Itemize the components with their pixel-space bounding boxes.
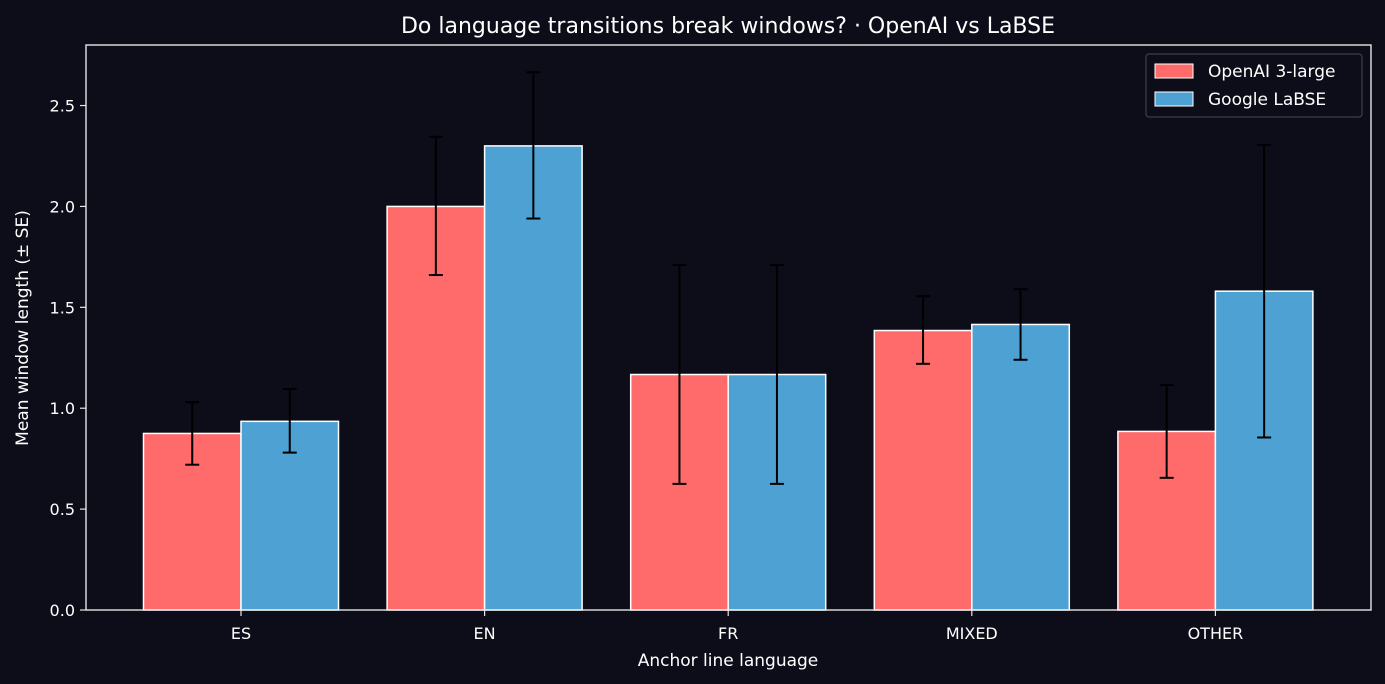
y-axis-label: Mean window length (± SE) xyxy=(13,210,33,446)
bar-mixed-series-0 xyxy=(873,329,973,611)
y-tick-label: 1.5 xyxy=(50,298,75,317)
legend-label-0: OpenAI 3-large xyxy=(1208,62,1335,82)
legend-swatch-0 xyxy=(1154,63,1194,79)
x-axis-label: Anchor line language xyxy=(638,651,819,671)
y-tick-label: 2.5 xyxy=(50,97,75,116)
y-tick-label: 1.0 xyxy=(50,399,75,418)
y-tick-label: 0.0 xyxy=(50,601,75,620)
plot-frame xyxy=(85,44,1372,611)
y-tick-label: 0.5 xyxy=(50,500,75,519)
plot-area: 0.0 0.5 1.0 1.5 2.0 2.5 ES EN FR MIXED OTHER xyxy=(50,71,1314,643)
x-tick-label: OTHER xyxy=(1188,624,1244,643)
legend: OpenAI 3-large Google LaBSE xyxy=(1145,53,1363,118)
bar-en-series-1 xyxy=(483,145,583,611)
legend-label-1: Google LaBSE xyxy=(1208,90,1326,110)
y-tick-label: 2.0 xyxy=(50,197,75,216)
legend-swatch-1 xyxy=(1154,91,1194,107)
legend-box xyxy=(1145,53,1363,118)
bar-mixed-series-1 xyxy=(971,323,1071,611)
chart-title: Do language transitions break windows? ·… xyxy=(401,14,1055,39)
x-tick-label: FR xyxy=(718,624,738,643)
x-tick-label: MIXED xyxy=(946,624,998,643)
x-tick-label: EN xyxy=(474,624,496,643)
x-tick-label: ES xyxy=(231,624,251,643)
